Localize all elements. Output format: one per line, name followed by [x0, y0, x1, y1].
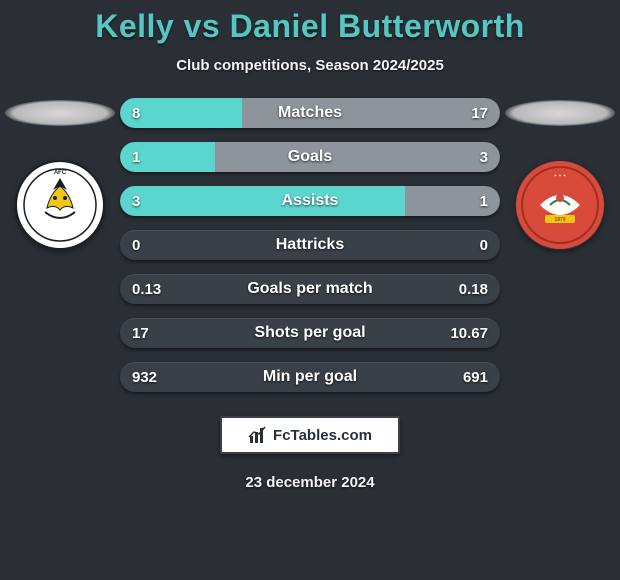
stat-fill-left — [120, 142, 215, 172]
stat-value-right: 0 — [480, 230, 488, 260]
stat-label: Min per goal — [120, 362, 500, 392]
branding-badge: FcTables.com — [220, 416, 400, 454]
stat-value-left: 932 — [132, 362, 157, 392]
chart-icon — [248, 425, 268, 445]
player-left-column: AFC — [0, 94, 120, 250]
stat-label: Hattricks — [120, 230, 500, 260]
player-right-avatar-placeholder — [505, 100, 615, 126]
stat-row: Min per goal932 691 — [120, 362, 500, 392]
stat-row: Assists31 — [120, 186, 500, 216]
stat-row: Goals13 — [120, 142, 500, 172]
stat-row: Goals per match0.13 0.18 — [120, 274, 500, 304]
stat-value-left: 0 — [132, 230, 140, 260]
stat-value-right: 0.18 — [459, 274, 488, 304]
player-right-column: 1879 ⋆ ⋆ ⋆ — [500, 94, 620, 250]
stat-value-left: 0.13 — [132, 274, 161, 304]
stat-row: Matches817 — [120, 98, 500, 128]
stat-label: Shots per goal — [120, 318, 500, 348]
stat-fill-left — [120, 98, 242, 128]
subtitle: Club competitions, Season 2024/2025 — [0, 57, 620, 74]
stat-fill-left — [120, 186, 405, 216]
stat-value-right: 10.67 — [450, 318, 488, 348]
stat-value-left: 17 — [132, 318, 149, 348]
svg-text:AFC: AFC — [54, 170, 67, 176]
stat-row: Hattricks0 0 — [120, 230, 500, 260]
svg-text:⋆ ⋆ ⋆: ⋆ ⋆ ⋆ — [554, 173, 566, 179]
stat-fill-right — [242, 98, 500, 128]
player-left-avatar-placeholder — [5, 100, 115, 126]
svg-text:1879: 1879 — [554, 217, 565, 223]
stat-label: Goals per match — [120, 274, 500, 304]
player-left-club-badge: AFC — [15, 160, 105, 250]
comparison-stage: AFC 1879 ⋆ ⋆ ⋆ Matches817 Goals13 Assists3… — [0, 94, 620, 392]
stat-bars: Matches817 Goals13 Assists31 Hattricks0 0 Goa… — [120, 94, 500, 392]
branding-text: FcTables.com — [273, 427, 372, 444]
stat-row: Shots per goal17 10.67 — [120, 318, 500, 348]
stat-fill-right — [215, 142, 500, 172]
player-right-club-badge: 1879 ⋆ ⋆ ⋆ — [515, 160, 605, 250]
date-text: 23 december 2024 — [0, 474, 620, 491]
stat-fill-right — [405, 186, 500, 216]
stat-value-right: 691 — [463, 362, 488, 392]
page-title: Kelly vs Daniel Butterworth — [0, 0, 620, 45]
